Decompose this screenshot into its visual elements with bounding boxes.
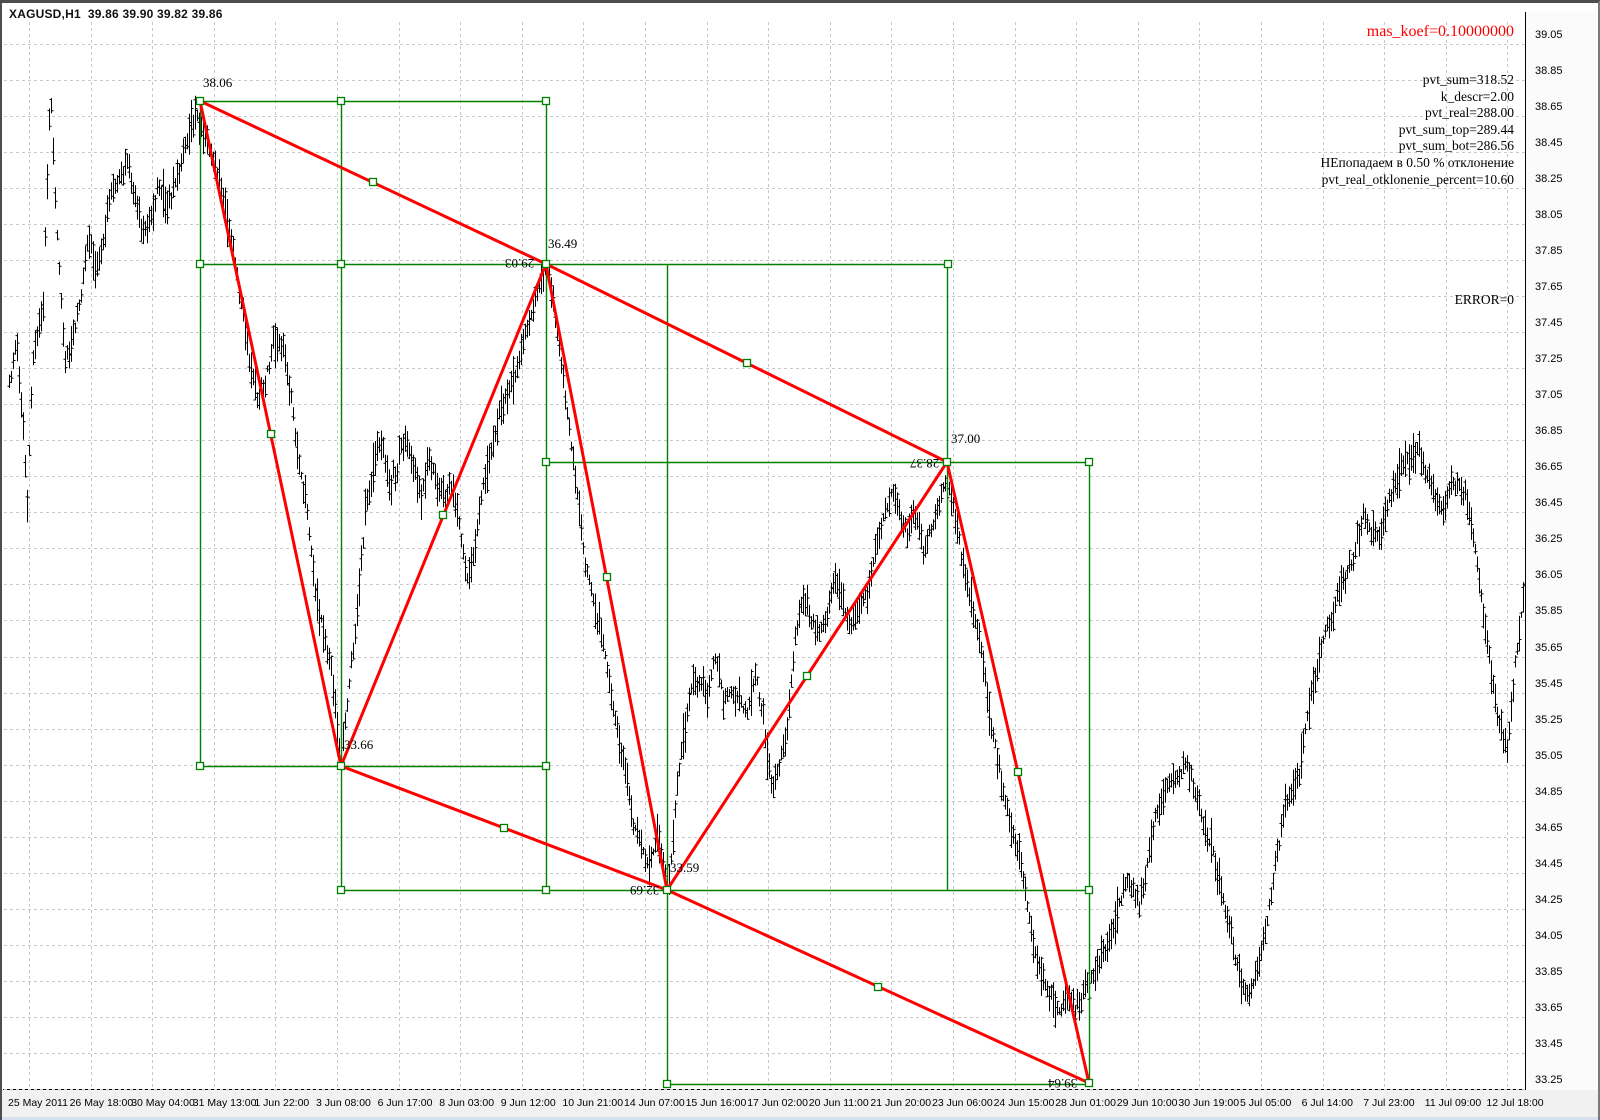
time-tick-label: 28 Jun 01:00: [1055, 1097, 1116, 1109]
price-tick-label: 34.85: [1535, 785, 1563, 798]
price-tick-label: 35.65: [1535, 641, 1563, 654]
price-tick-label: 37.65: [1535, 281, 1563, 294]
price-tick-label: 34.45: [1535, 857, 1563, 870]
time-tick-label: 5 Jul 05:00: [1240, 1097, 1292, 1109]
time-tick-label: 20 Jun 11:00: [808, 1097, 869, 1109]
price-tick-label: 37.25: [1535, 353, 1563, 366]
pivot-value-label: 37.00: [951, 431, 981, 446]
price-tick-label: 37.85: [1535, 245, 1563, 258]
time-tick-label: 7 Jul 23:00: [1363, 1097, 1415, 1109]
price-tick-label: 35.05: [1535, 749, 1563, 762]
object-handles-layer[interactable]: [195, 96, 1094, 1089]
pivot-value-label: 32.69: [630, 883, 660, 898]
pivot-value-label: 39.64: [1048, 1076, 1078, 1091]
info-line: k_descr=2.00: [1440, 88, 1514, 104]
time-tick-label: 30 Jun 19:00: [1178, 1097, 1240, 1109]
time-tick-label: 26 May 18:00: [69, 1097, 134, 1109]
pivot-value-label: 28.37: [910, 456, 940, 471]
pivot-value-label: 33.59: [670, 860, 700, 875]
price-tick-label: 36.45: [1535, 497, 1563, 510]
info-line: НЕпопадаем в 0.50 % отклонение: [1320, 154, 1514, 170]
time-tick-label: 23 Jun 06:00: [932, 1097, 993, 1109]
price-tick-label: 36.05: [1535, 569, 1563, 582]
price-tick-label: 35.85: [1535, 605, 1563, 618]
pivot-value-label: 29.03: [505, 256, 535, 271]
time-tick-label: 8 Jun 03:00: [439, 1097, 495, 1109]
price-tick-label: 38.85: [1535, 65, 1563, 78]
price-tick-label: 38.45: [1535, 137, 1563, 150]
pivot-value-label: 33.66: [344, 737, 374, 752]
price-tick-label: 37.45: [1535, 317, 1563, 330]
time-tick-label: 6 Jul 14:00: [1301, 1097, 1353, 1109]
time-tick-label: 9 Jun 12:00: [500, 1097, 556, 1109]
price-tick-label: 33.85: [1535, 965, 1563, 978]
time-tick-label: 21 Jun 20:00: [870, 1097, 932, 1109]
price-tick-label: 39.05: [1535, 29, 1563, 41]
status-strip: [2, 1117, 1598, 1120]
time-tick-label: 6 Jun 17:00: [377, 1097, 433, 1109]
info-line: pvt_sum=318.52: [1422, 72, 1514, 87]
time-tick-label: 17 Jun 02:00: [747, 1097, 808, 1109]
time-tick-label: 1 Jun 22:00: [254, 1097, 310, 1109]
price-tick-label: 36.65: [1535, 461, 1563, 474]
time-tick-label: 10 Jun 21:00: [562, 1097, 624, 1109]
price-bars-layer: [7, 95, 1526, 1028]
time-tick-label: 11 Jul 09:00: [1424, 1097, 1482, 1109]
price-tick-label: 33.65: [1535, 1001, 1563, 1014]
grid-horizontal: [4, 44, 1526, 1090]
price-tick-label: 33.25: [1535, 1073, 1563, 1086]
price-tick-label: 33.45: [1535, 1037, 1563, 1050]
indicator-info-block: pvt_sum=318.52 k_descr=2.00 pvt_real=288…: [1320, 72, 1514, 188]
quote-line: XAGUSD,H1 39.86 39.90 39.82 39.86: [9, 7, 223, 21]
time-tick-label: 25 May 2011: [8, 1097, 68, 1109]
price-tick-label: 34.05: [1535, 929, 1563, 942]
price-tick-label: 36.25: [1535, 533, 1563, 546]
time-tick-label: 15 Jun 16:00: [685, 1097, 747, 1109]
price-tick-label: 34.25: [1535, 893, 1563, 906]
pivot-rectangles-layer[interactable]: [199, 100, 1091, 1086]
price-tick-label: 35.45: [1535, 677, 1563, 690]
info-line: pvt_real_otklonenie_percent=10.60: [1321, 171, 1514, 187]
price-tick-label: 38.25: [1535, 173, 1563, 186]
price-tick-label: 37.05: [1535, 389, 1563, 402]
price-tick-label: 34.65: [1535, 821, 1563, 834]
info-line: pvt_sum_top=289.44: [1398, 121, 1514, 137]
info-line: pvt_sum_bot=286.56: [1398, 138, 1514, 154]
price-tick-label: 38.05: [1535, 209, 1563, 222]
price-tick-label: 35.25: [1535, 713, 1563, 726]
error-line: ERROR=0: [1454, 292, 1514, 307]
time-tick-label: 14 Jun 07:00: [624, 1097, 685, 1109]
price-tick-label: 36.85: [1535, 425, 1563, 438]
comment-mas-koef: mas_koef=0.10000000: [1366, 23, 1514, 40]
pivot-value-label: 38.06: [203, 75, 233, 90]
price-axis[interactable]: 39.05 38.85 38.65 38.45 38.25 38.05 37.85 37.65…: [1526, 12, 1598, 1090]
plot-area[interactable]: [3, 12, 1532, 1112]
time-tick-label: 12 Jul 18:00: [1486, 1097, 1544, 1109]
time-tick-label: 29 Jun 10:00: [1116, 1097, 1178, 1109]
time-tick-label: 30 May 04:00: [131, 1097, 195, 1109]
price-tick-label: 38.65: [1535, 101, 1563, 114]
time-tick-label: 31 May 13:00: [192, 1097, 257, 1109]
info-line: pvt_real=288.00: [1425, 105, 1514, 121]
time-axis[interactable]: 25 May 2011 26 May 18:00 30 May 04:00 31 Ma…: [2, 1090, 1598, 1117]
time-tick-label: 3 Jun 08:00: [316, 1097, 371, 1109]
trend-lines-layer[interactable]: [198, 99, 1091, 1085]
pivot-value-label: 36.49: [548, 236, 578, 251]
time-tick-label: 24 Jun 15:00: [993, 1097, 1055, 1109]
